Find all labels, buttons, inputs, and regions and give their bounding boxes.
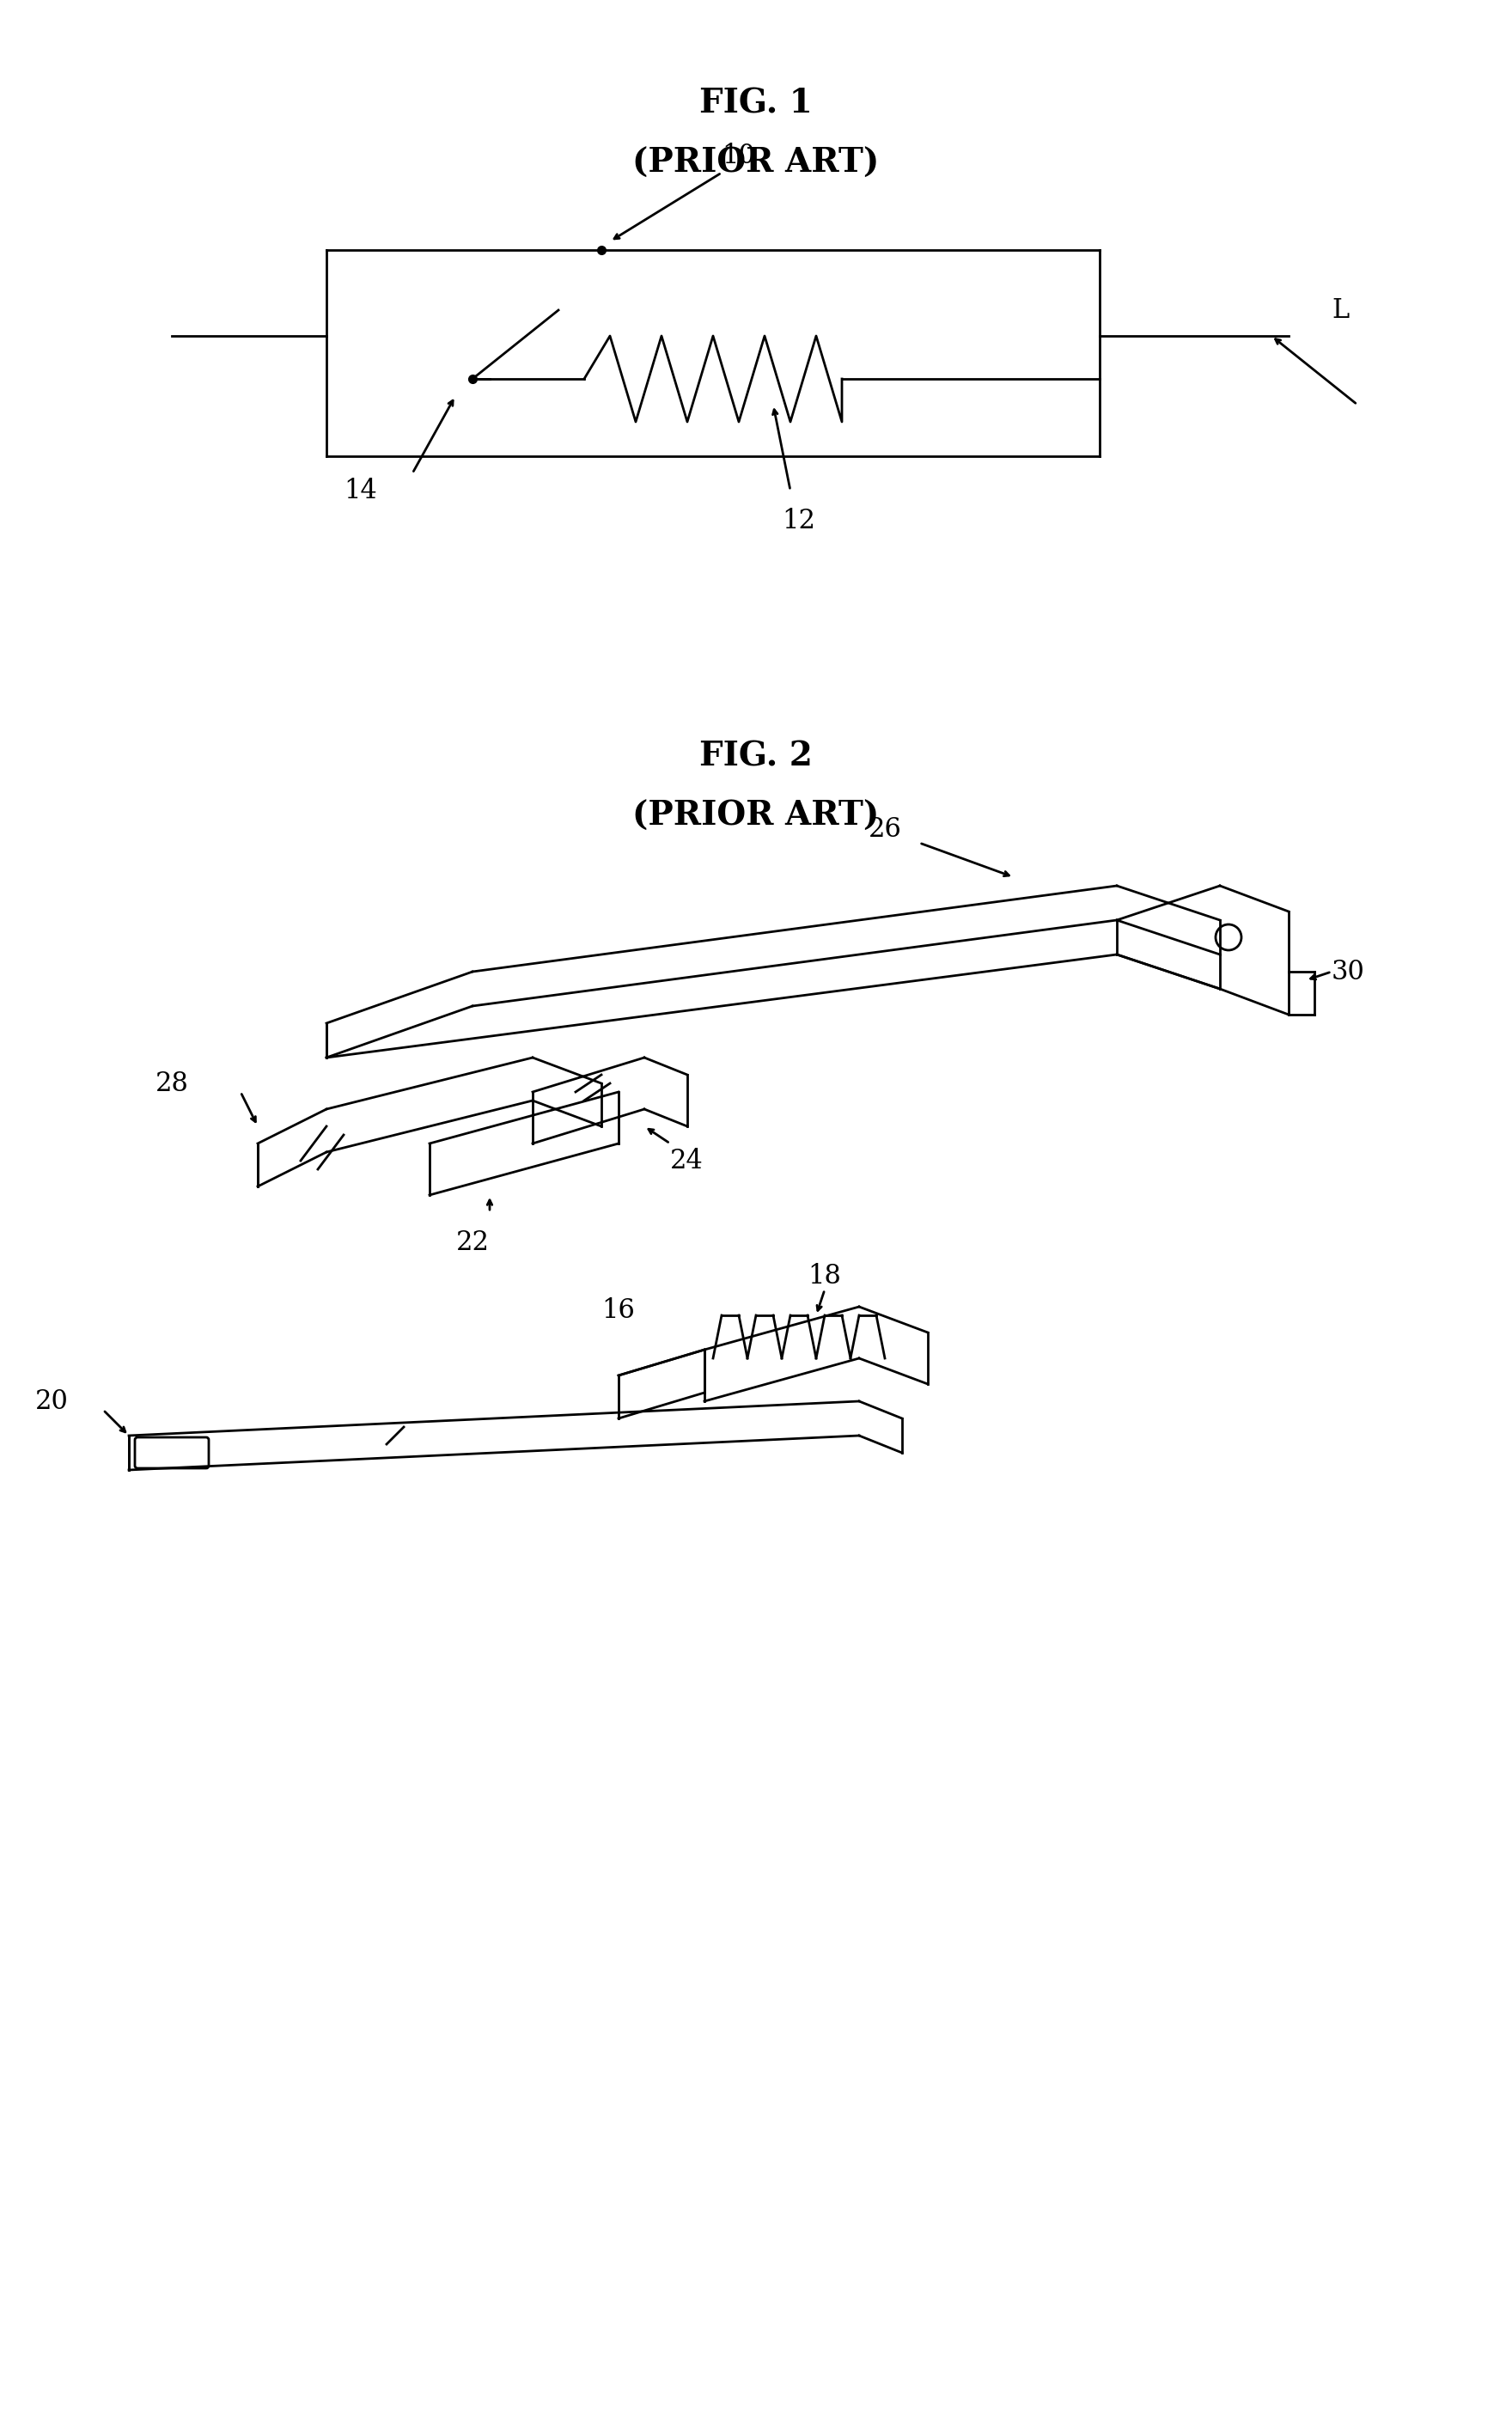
Text: 16: 16 [602,1297,635,1323]
Text: 20: 20 [35,1389,68,1415]
Text: (PRIOR ART): (PRIOR ART) [632,147,880,179]
Text: 28: 28 [156,1070,189,1096]
Text: L: L [1332,297,1349,324]
Text: 30: 30 [1332,959,1365,985]
Text: FIG. 2: FIG. 2 [700,739,812,773]
Text: 12: 12 [782,507,815,534]
Text: 24: 24 [670,1147,703,1174]
Text: 18: 18 [807,1263,841,1290]
Text: FIG. 1: FIG. 1 [700,87,812,118]
Text: 22: 22 [455,1229,490,1256]
FancyBboxPatch shape [135,1437,209,1468]
Text: 10: 10 [721,142,754,169]
Text: 14: 14 [343,478,376,505]
Text: (PRIOR ART): (PRIOR ART) [632,799,880,833]
Text: 26: 26 [868,816,901,843]
